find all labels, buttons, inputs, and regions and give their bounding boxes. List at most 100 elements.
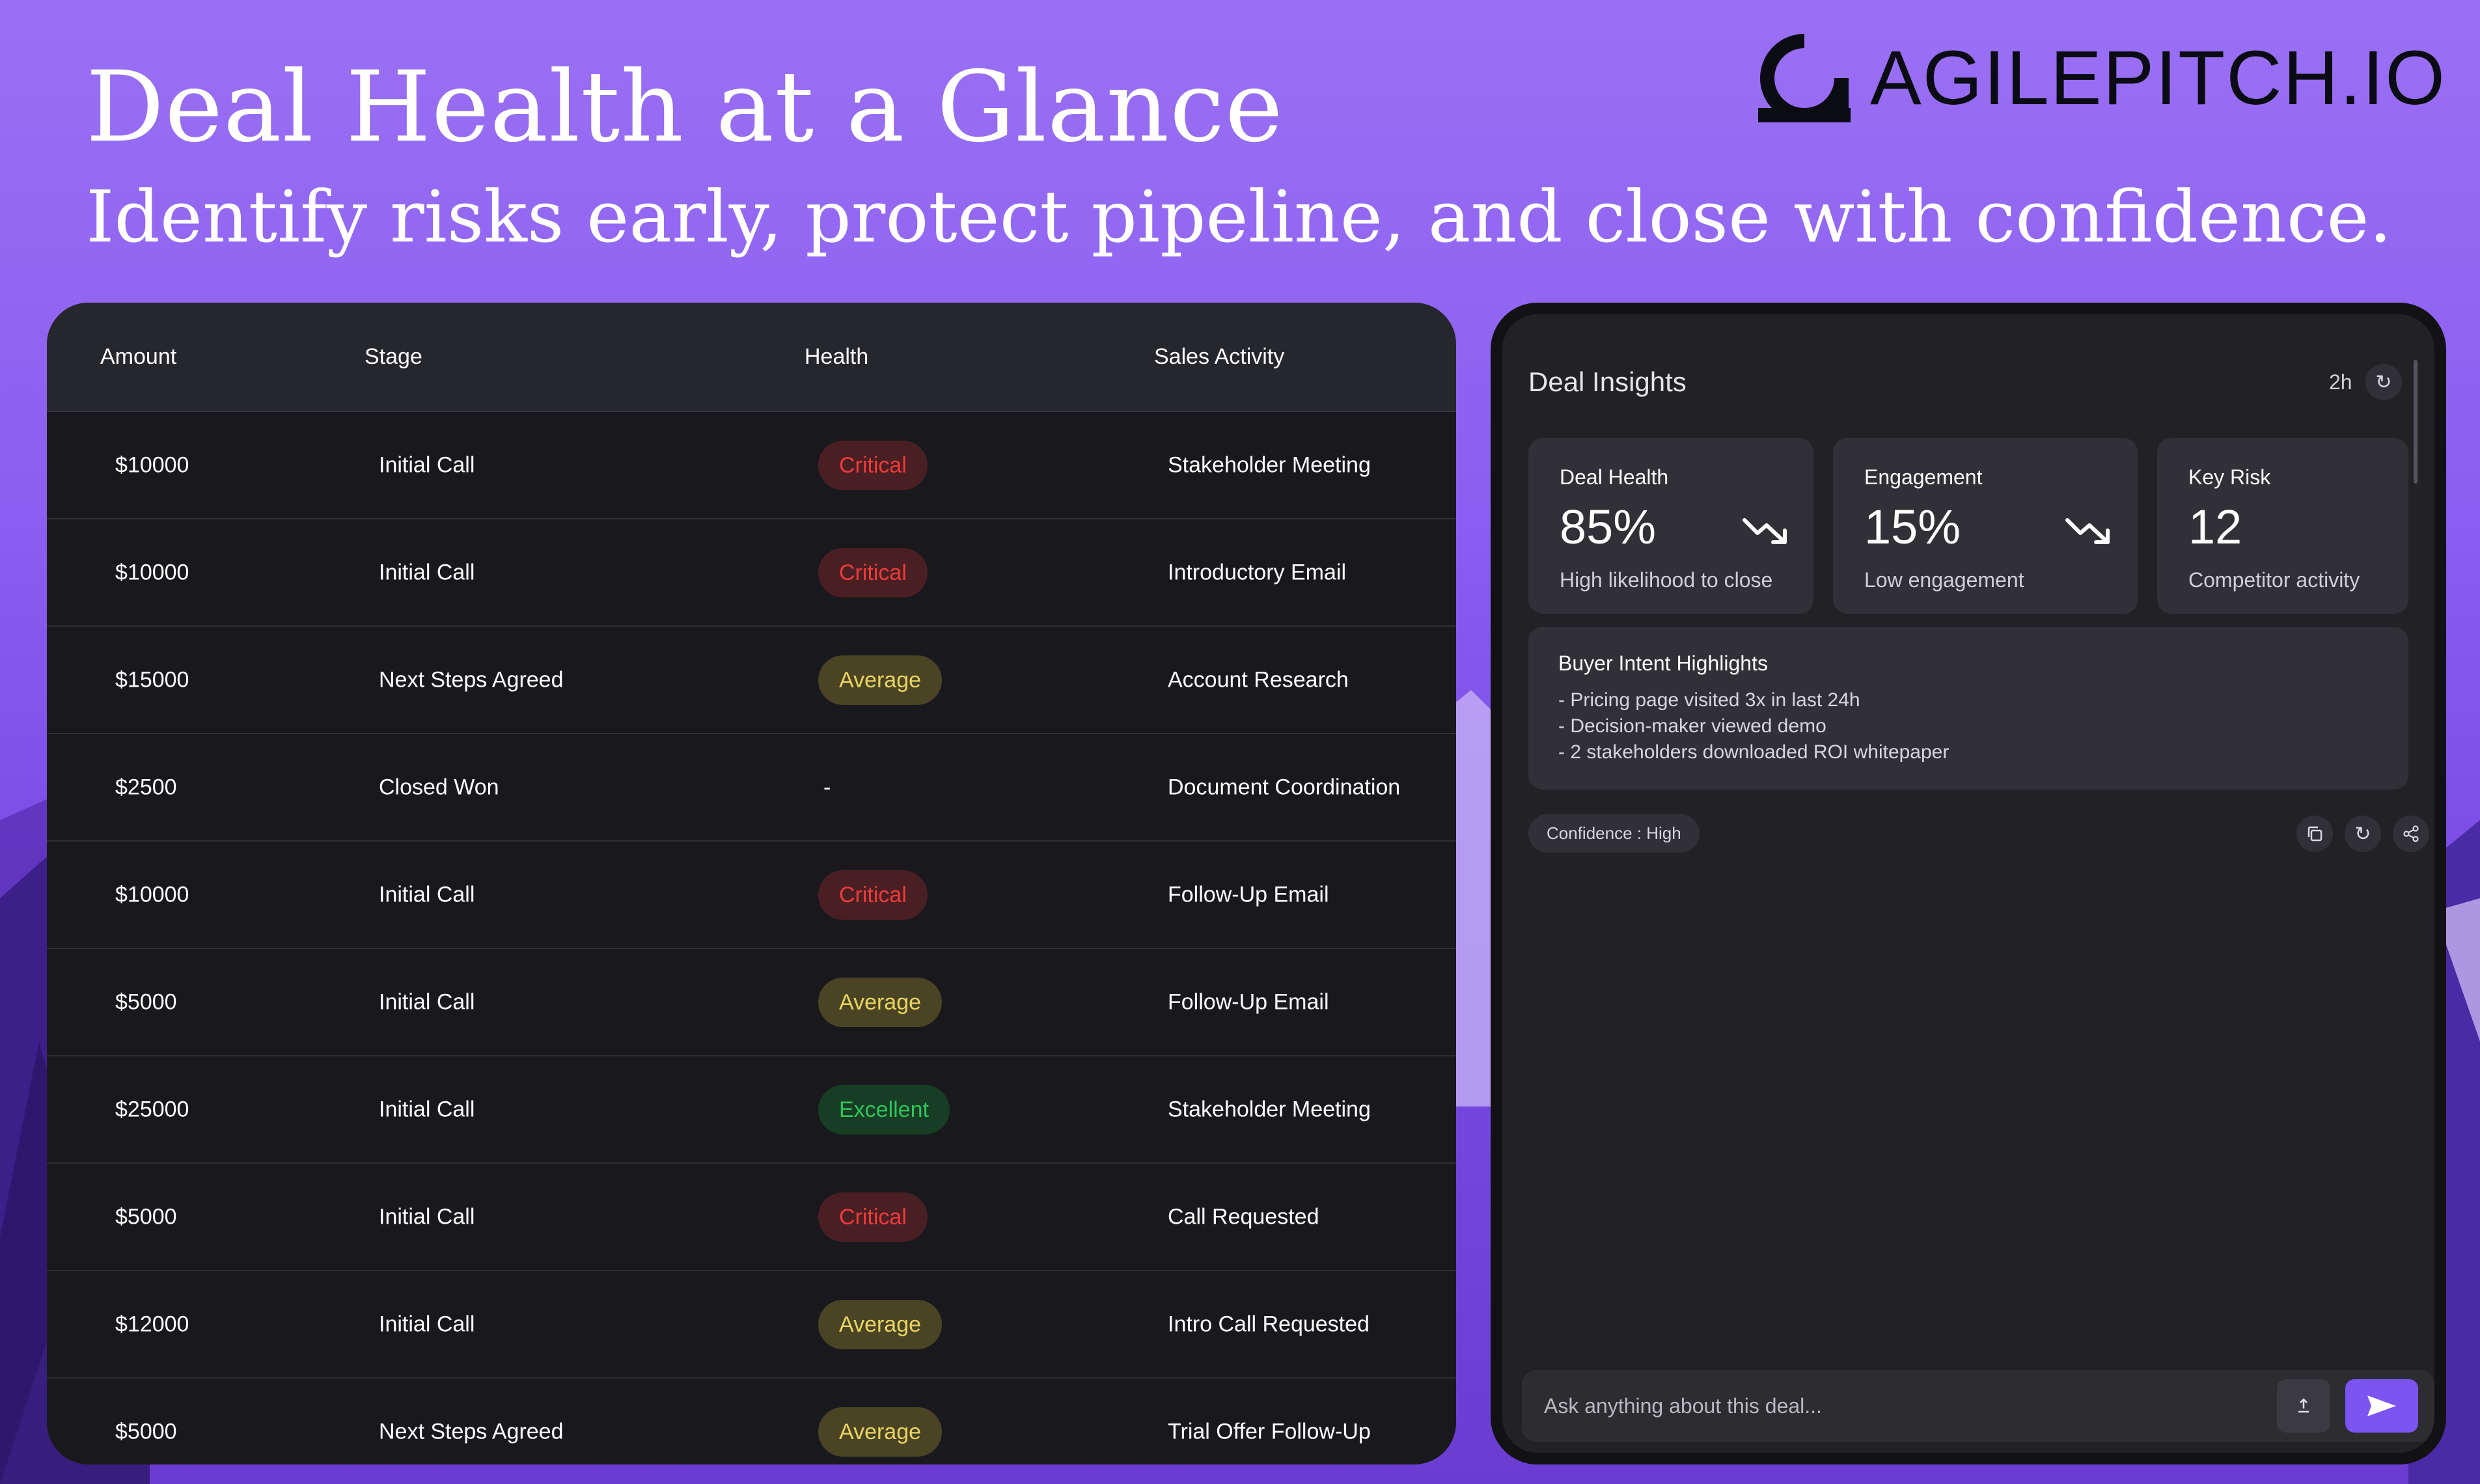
- upload-button[interactable]: [2277, 1379, 2330, 1433]
- buyer-intent-card: Buyer Intent Highlights - Pricing page v…: [1528, 627, 2408, 790]
- stage-cell: Initial Call: [379, 1204, 475, 1229]
- upload-icon: [2298, 1398, 2309, 1413]
- health-cell: Average: [818, 655, 943, 705]
- stage-cell: Next Steps Agreed: [379, 667, 564, 692]
- health-badge: Average: [818, 1407, 943, 1457]
- column-header-amount[interactable]: Amount: [100, 344, 177, 369]
- health-badge: Critical: [818, 547, 928, 598]
- table-row[interactable]: $10000 Initial Call Critical Stakeholder Me…: [47, 412, 1456, 519]
- table-row[interactable]: $15000 Next Steps Agreed Average Account Re…: [47, 627, 1456, 734]
- health-cell: Average: [818, 1299, 943, 1349]
- page-subtitle: Identify risks early, protect pipeline, …: [86, 175, 2392, 258]
- stat-card-deal-health: Deal Health 85% High likelihood to close: [1528, 438, 1813, 614]
- amount-cell: $10000: [115, 882, 189, 907]
- sales-activity-cell: Stakeholder Meeting: [1168, 452, 1371, 477]
- sales-activity-cell: Follow-Up Email: [1168, 989, 1329, 1014]
- refresh-button[interactable]: ↻: [2365, 364, 2402, 400]
- amount-cell: $5000: [115, 1419, 177, 1444]
- health-badge: Average: [818, 977, 943, 1027]
- amount-cell: $12000: [115, 1312, 189, 1336]
- health-cell: -: [818, 763, 851, 812]
- table-row[interactable]: $5000 Initial Call Critical Call Requested: [47, 1164, 1456, 1271]
- table-row[interactable]: $10000 Initial Call Critical Follow-Up Emai…: [47, 842, 1456, 949]
- health-badge: Critical: [818, 1192, 928, 1242]
- table-row[interactable]: $10000 Initial Call Critical Introductory E…: [47, 519, 1456, 627]
- table-header: Amount Stage Health Sales Activity: [47, 303, 1456, 412]
- health-cell: Critical: [818, 440, 928, 490]
- stage-cell: Next Steps Agreed: [379, 1419, 564, 1444]
- health-badge: -: [823, 775, 831, 800]
- sales-activity-cell: Introductory Email: [1168, 560, 1346, 584]
- brand-logo: AGILEPITCH.IO: [1756, 26, 2446, 130]
- deals-table: Amount Stage Health Sales Activity $1000…: [47, 303, 1456, 1464]
- share-icon: [2403, 825, 2419, 842]
- sales-activity-cell: Trial Offer Follow-Up: [1168, 1419, 1371, 1444]
- trending-down-icon: [2065, 518, 2110, 544]
- scrollbar[interactable]: [2414, 360, 2418, 484]
- confidence-badge: Confidence : High: [1528, 814, 1700, 853]
- stat-value: 85%: [1560, 500, 1657, 554]
- table-body: $10000 Initial Call Critical Stakeholder Me…: [47, 412, 1456, 1464]
- stat-label: Deal Health: [1560, 465, 1669, 489]
- stage-cell: Initial Call: [379, 882, 475, 907]
- health-cell: Average: [818, 977, 943, 1027]
- copy-button[interactable]: [2296, 816, 2333, 852]
- intent-title: Buyer Intent Highlights: [1558, 652, 1768, 675]
- stage-cell: Initial Call: [379, 452, 475, 477]
- table-row[interactable]: $2500 Closed Won - Document Coordination: [47, 734, 1456, 842]
- health-cell: Critical: [818, 870, 928, 920]
- health-badge: Average: [818, 1299, 943, 1349]
- regenerate-button[interactable]: ↻: [2345, 816, 2381, 852]
- stat-value: 12: [2188, 500, 2242, 554]
- send-icon: [2367, 1395, 2396, 1416]
- stage-cell: Closed Won: [379, 775, 499, 799]
- insights-title: Deal Insights: [1528, 366, 1687, 397]
- health-cell: Excellent: [818, 1084, 950, 1134]
- column-header-stage[interactable]: Stage: [365, 344, 422, 369]
- table-row[interactable]: $5000 Next Steps Agreed Average Trial Offer…: [47, 1379, 1456, 1464]
- stat-caption: Low engagement: [1864, 568, 2024, 592]
- amount-cell: $5000: [115, 989, 177, 1014]
- health-badge: Average: [818, 655, 943, 705]
- send-button[interactable]: [2345, 1379, 2418, 1433]
- brand-name: AGILEPITCH.IO: [1870, 35, 2446, 121]
- trending-down-icon: [1743, 518, 1787, 544]
- health-cell: Critical: [818, 1192, 928, 1242]
- stat-label: Engagement: [1864, 465, 1983, 489]
- table-row[interactable]: $25000 Initial Call Excellent Stakeholder M…: [47, 1056, 1456, 1164]
- refresh-icon: ↻: [2354, 823, 2371, 845]
- deal-insights-panel: Deal Insights 2h ↻ Deal Health 85% High …: [1491, 303, 2446, 1464]
- stage-cell: Initial Call: [379, 1312, 475, 1336]
- amount-cell: $25000: [115, 1097, 189, 1121]
- column-header-sales-activity[interactable]: Sales Activity: [1154, 344, 1285, 369]
- amount-cell: $15000: [115, 667, 189, 692]
- table-row[interactable]: $12000 Initial Call Average Intro Call Requ…: [47, 1271, 1456, 1379]
- health-cell: Average: [818, 1407, 943, 1457]
- table-row[interactable]: $5000 Initial Call Average Follow-Up Email: [47, 949, 1456, 1056]
- stat-value: 15%: [1864, 500, 1961, 554]
- health-cell: Critical: [818, 547, 928, 598]
- insights-timestamp: 2h: [2329, 370, 2352, 394]
- share-button[interactable]: [2393, 816, 2429, 852]
- sales-activity-cell: Intro Call Requested: [1168, 1312, 1370, 1336]
- stat-caption: Competitor activity: [2188, 568, 2360, 592]
- sales-activity-cell: Document Coordination: [1168, 775, 1401, 799]
- amount-cell: $10000: [115, 560, 189, 584]
- intent-line: - Pricing page visited 3x in last 24h: [1558, 689, 1860, 711]
- intent-line: - Decision-maker viewed demo: [1558, 715, 1826, 737]
- health-badge: Critical: [818, 440, 928, 490]
- sales-activity-cell: Follow-Up Email: [1168, 882, 1329, 907]
- stat-card-engagement: Engagement 15% Low engagement: [1833, 438, 2138, 614]
- column-header-health[interactable]: Health: [805, 344, 869, 369]
- copy-icon: [2308, 826, 2322, 842]
- refresh-icon: ↻: [2375, 371, 2392, 393]
- ask-bar: [1522, 1370, 2434, 1442]
- amount-cell: $5000: [115, 1204, 177, 1229]
- sales-activity-cell: Call Requested: [1168, 1204, 1319, 1229]
- intent-line: - 2 stakeholders downloaded ROI whitepap…: [1558, 741, 1950, 763]
- ask-input[interactable]: [1522, 1370, 2270, 1442]
- stage-cell: Initial Call: [379, 1097, 475, 1121]
- sales-activity-cell: Account Research: [1168, 667, 1349, 692]
- stage-cell: Initial Call: [379, 560, 475, 584]
- health-badge: Critical: [818, 870, 928, 920]
